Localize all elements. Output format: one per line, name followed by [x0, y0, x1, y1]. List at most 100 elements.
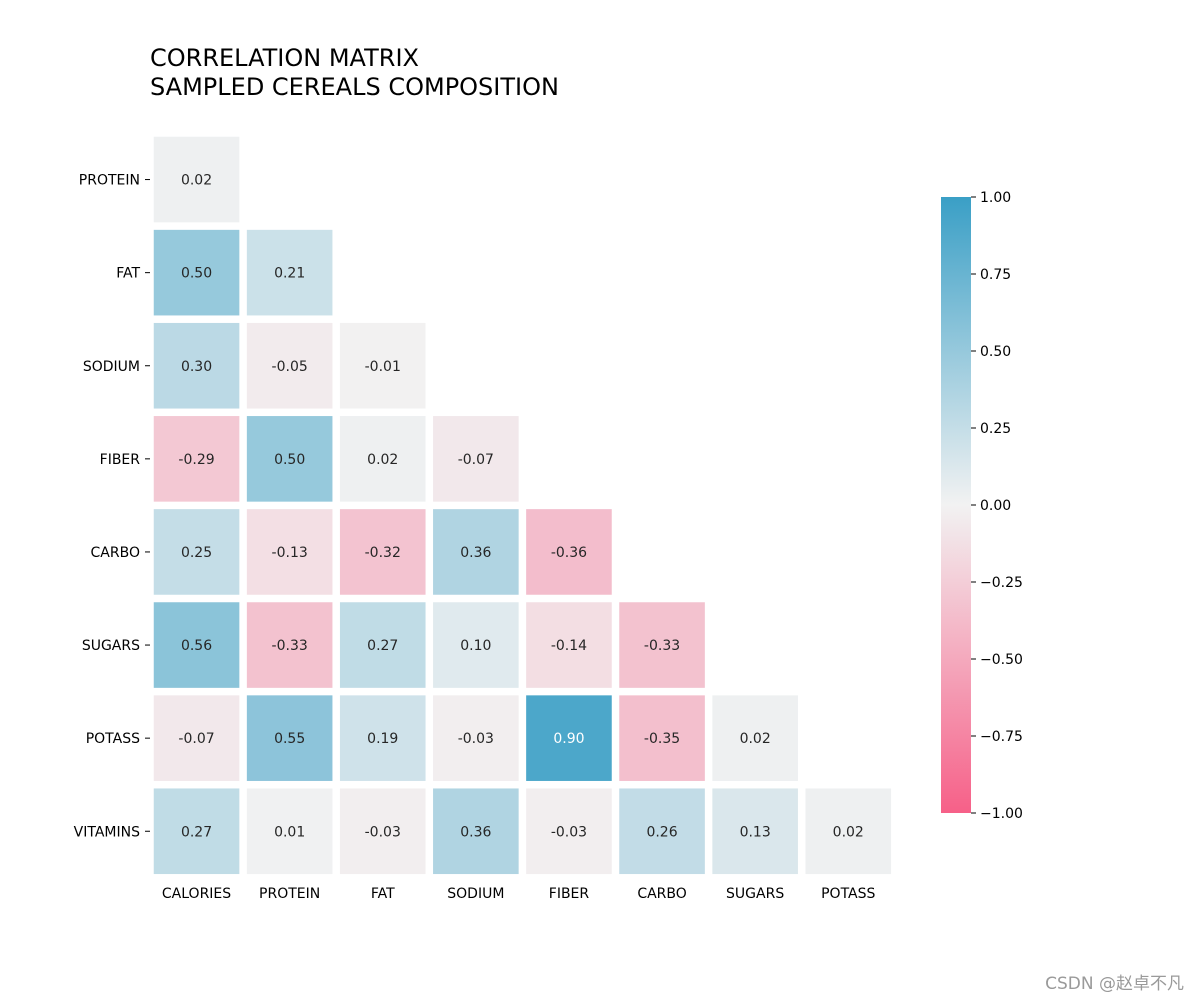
heatmap-cell-rect — [153, 509, 240, 595]
heatmap-cell-value: -0.07 — [178, 731, 214, 747]
heatmap-cell-rect — [246, 788, 333, 875]
heatmap-cell-value: 0.01 — [274, 824, 305, 840]
heatmap-cell-rect — [153, 788, 240, 875]
heatmap-cell-value: -0.01 — [365, 359, 401, 375]
heatmap-cell-rect — [526, 509, 612, 595]
heatmap-cell-value: -0.33 — [272, 638, 308, 654]
heatmap-cell-carbo-fiber: -0.36 — [526, 509, 612, 595]
heatmap-cell-value: 0.36 — [460, 545, 491, 561]
heatmap-cell-value: -0.13 — [272, 545, 308, 561]
heatmap-cell-value: 0.13 — [740, 824, 771, 840]
column-label-protein: PROTEIN — [259, 886, 320, 902]
heatmap-cell-value: 0.55 — [274, 731, 305, 747]
heatmap-cell-sodium-calories: 0.30 — [153, 322, 240, 409]
heatmap-cell-rect — [153, 695, 240, 781]
colorbar-tick-label: −0.25 — [980, 575, 1023, 591]
heatmap-cell-rect — [712, 788, 798, 875]
row-tick-labels: PROTEIN FAT SODIUM FIBER CARBO SUGARS POTASS VI… — [74, 173, 150, 840]
heatmap-cell-value: 0.50 — [181, 266, 212, 282]
heatmap-cell-protein-calories: 0.02 — [153, 136, 240, 223]
heatmap-cell-value: 0.02 — [181, 173, 212, 189]
row-tick-label: VITAMINS — [74, 824, 140, 840]
heatmap-cell-potass-fat: 0.19 — [339, 695, 426, 781]
heatmap-cell-value: 0.02 — [740, 731, 771, 747]
heatmap-cell-sugars-protein: -0.33 — [246, 602, 333, 688]
heatmap-cell-rect — [246, 602, 333, 688]
heatmap-cell-potass-protein: 0.55 — [246, 695, 333, 781]
heatmap-cells: 0.02 0.50 0.21 0.30 -0.05 -0.01 -0.29 0.50 0.02 -… — [153, 136, 892, 875]
heatmap-cell-value: -0.29 — [178, 452, 214, 468]
heatmap-cell-rect — [246, 416, 333, 502]
heatmap-cell-fiber-sodium: -0.07 — [433, 416, 519, 502]
heatmap-cell-value: 0.21 — [274, 266, 305, 282]
heatmap-cell-rect — [246, 695, 333, 781]
row-tick-label: CARBO — [91, 545, 140, 561]
heatmap-cell-rect — [339, 695, 426, 781]
heatmap-cell-carbo-fat: -0.32 — [339, 509, 426, 595]
colorbar-tick-label: 0.75 — [980, 267, 1011, 283]
heatmap-cell-fiber-protein: 0.50 — [246, 416, 333, 502]
heatmap-cell-sodium-fat: -0.01 — [339, 322, 426, 409]
heatmap-cell-fiber-calories: -0.29 — [153, 416, 240, 502]
heatmap-cell-rect — [805, 788, 892, 875]
heatmap-cell-sugars-carbo: -0.33 — [619, 602, 705, 688]
column-label-carbo: CARBO — [637, 886, 686, 902]
heatmap-cell-potass-calories: -0.07 — [153, 695, 240, 781]
heatmap-cell-rect — [526, 602, 612, 688]
heatmap-cell-sodium-protein: -0.05 — [246, 322, 333, 409]
heatmap-cell-value: -0.07 — [458, 452, 494, 468]
heatmap-cell-potass-fiber: 0.90 — [526, 695, 612, 781]
row-tick-label: SODIUM — [83, 359, 140, 375]
column-label-sodium: SODIUM — [447, 886, 504, 902]
heatmap-cell-value: -0.33 — [644, 638, 680, 654]
column-label-fat: FAT — [371, 886, 395, 902]
colorbar-gradient — [941, 197, 971, 813]
column-label-calories: CALORIES — [162, 886, 231, 902]
colorbar-tick-label: −0.50 — [980, 652, 1023, 668]
row-label-potass: POTASS — [86, 731, 150, 747]
column-tick-labels: CALORIES PROTEIN FAT SODIUM FIBER CARBO SUGARS… — [162, 886, 876, 902]
heatmap-cell-rect — [246, 322, 333, 409]
heatmap-cell-rect — [712, 695, 798, 781]
heatmap-cell-rect — [526, 695, 612, 781]
heatmap-cell-potass-sugars: 0.02 — [712, 695, 798, 781]
heatmap-cell-value: -0.03 — [365, 824, 401, 840]
heatmap-cell-carbo-calories: 0.25 — [153, 509, 240, 595]
watermark: CSDN @赵卓不凡 — [1045, 974, 1184, 994]
colorbar-tick-label: 1.00 — [980, 190, 1011, 206]
heatmap-cell-rect — [339, 509, 426, 595]
heatmap-cell-value: -0.05 — [272, 359, 308, 375]
row-label-sugars: SUGARS — [82, 638, 150, 654]
row-tick-label: SUGARS — [82, 638, 140, 654]
heatmap-cell-rect — [153, 229, 240, 316]
row-label-fiber: FIBER — [100, 452, 150, 468]
heatmap-cell-sugars-fat: 0.27 — [339, 602, 426, 688]
heatmap-cell-value: 0.02 — [833, 824, 864, 840]
heatmap-cell-rect — [433, 788, 519, 875]
heatmap-cell-value: 0.26 — [646, 824, 677, 840]
row-label-sodium: SODIUM — [83, 359, 150, 375]
heatmap-cell-rect — [433, 695, 519, 781]
heatmap-cell-rect — [246, 229, 333, 316]
heatmap-cell-rect — [153, 416, 240, 502]
colorbar-tick-label: −0.75 — [980, 729, 1023, 745]
heatmap-cell-value: -0.03 — [458, 731, 494, 747]
heatmap-cell-rect — [153, 322, 240, 409]
heatmap-cell-value: 0.56 — [181, 638, 212, 654]
heatmap-cell-value: 0.36 — [460, 824, 491, 840]
heatmap-cell-rect — [339, 788, 426, 875]
heatmap-cell-rect — [339, 416, 426, 502]
heatmap-cell-value: -0.14 — [551, 638, 587, 654]
row-label-protein: PROTEIN — [79, 173, 150, 189]
heatmap-cell-vitamins-carbo: 0.26 — [619, 788, 705, 875]
colorbar: 1.00 0.75 0.50 0.25 0.00 −0.25 −0.50 −0.75 −1.00 — [941, 190, 1023, 822]
heatmap-cell-vitamins-potass: 0.02 — [805, 788, 892, 875]
heatmap-cell-value: 0.90 — [553, 731, 584, 747]
chart-title: CORRELATION MATRIX SAMPLED CEREALS COMPO… — [150, 44, 559, 102]
heatmap-cell-rect — [246, 509, 333, 595]
heatmap-cell-carbo-protein: -0.13 — [246, 509, 333, 595]
heatmap-cell-vitamins-sodium: 0.36 — [433, 788, 519, 875]
heatmap-cell-potass-sodium: -0.03 — [433, 695, 519, 781]
heatmap-cell-sugars-fiber: -0.14 — [526, 602, 612, 688]
heatmap-cell-fat-protein: 0.21 — [246, 229, 333, 316]
